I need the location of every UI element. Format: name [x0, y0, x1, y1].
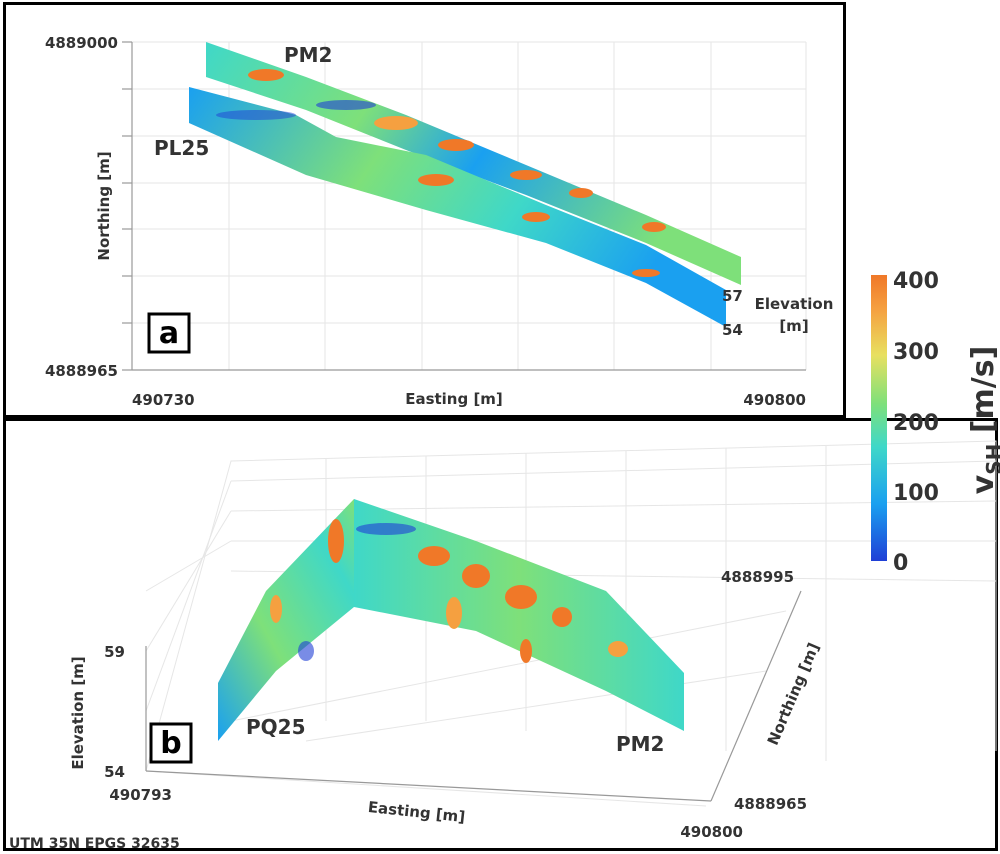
- panel-a-profile-pm2-strip: [206, 42, 741, 285]
- colorbar-label-main: v: [966, 474, 1000, 494]
- panel-b-badge-label: b: [160, 726, 181, 761]
- colorbar-tick-200: 200: [893, 411, 939, 436]
- panel-a-axes: [122, 41, 806, 371]
- panel-b: PQ25 PM2 59 54 Elevation [m] 490793 4908…: [3, 418, 998, 852]
- panel-b-ztick-bottom: 54: [104, 763, 125, 781]
- panel-b-plot: PQ25 PM2 59 54 Elevation [m] 490793 4908…: [9, 440, 997, 852]
- panel-a-xtick-right: 490800: [743, 391, 806, 409]
- panel-b-xlabel: Easting [m]: [367, 798, 466, 826]
- panel-a-profile-pm2-label: PM2: [284, 43, 332, 67]
- panel-a-ylabel: Northing [m]: [95, 151, 113, 260]
- colorbar-tick-400: 400: [893, 270, 939, 294]
- colorbar-tick-100: 100: [893, 481, 939, 506]
- panel-a-xtick-left: 490730: [132, 391, 195, 409]
- panel-b-profile-pm2-wall: [354, 499, 684, 731]
- panel-b-zlabel: Elevation [m]: [69, 656, 87, 769]
- panel-a-elevation-label-line2: [m]: [779, 317, 808, 335]
- panel-a-elevation-label-line1: Elevation: [755, 295, 834, 313]
- panel-a-elev-tick-bottom: 54: [722, 321, 743, 339]
- panel-b-profile-pq25-label: PQ25: [246, 715, 306, 739]
- panel-b-xtick-left: 490793: [109, 786, 172, 804]
- panel-b-badge: [149, 722, 193, 764]
- panel-b-crs-note: UTM 35N EPGS 32635: [9, 836, 180, 852]
- panel-a-elev-tick-top: 57: [722, 287, 743, 305]
- panel-a: 4889000 4888965 490730 490800 Easting [m…: [3, 2, 846, 418]
- panel-a-profile-pl25-strip: [189, 87, 726, 327]
- panel-b-profile-pq25-wall: [218, 499, 354, 741]
- panel-a-ytick-top: 4889000: [45, 34, 118, 52]
- colorbar-tick-0: 0: [893, 551, 908, 570]
- colorbar-tick-300: 300: [893, 340, 939, 365]
- panel-b-ytick-top: 4888995: [721, 568, 794, 586]
- colorbar: 400 300 200 100 0 vSH [m/s]: [871, 270, 1000, 570]
- panel-a-xlabel: Easting [m]: [405, 390, 503, 408]
- panel-a-badge-label: a: [159, 316, 179, 351]
- panel-b-xtick-right: 490800: [680, 823, 743, 841]
- colorbar-label-unit: [m/s]: [966, 346, 1000, 444]
- panel-a-profile-pl25-label: PL25: [154, 136, 209, 160]
- svg-text:vSH [m/s]: vSH [m/s]: [966, 346, 1000, 495]
- panel-b-ztick-top: 59: [104, 643, 125, 661]
- colorbar-gradient: [871, 275, 887, 561]
- panel-a-ytick-bottom: 4888965: [45, 362, 118, 380]
- panel-a-plot: 4889000 4888965 490730 490800 Easting [m…: [45, 34, 834, 409]
- panel-b-ytick-bottom: 4888965: [734, 795, 807, 813]
- panel-a-badge: [147, 312, 191, 354]
- colorbar-label: vSH [m/s]: [966, 346, 1000, 495]
- panel-b-profile-pm2-label: PM2: [616, 732, 664, 756]
- colorbar-label-sub: SH: [982, 444, 1000, 475]
- panel-b-axes: [145, 590, 802, 802]
